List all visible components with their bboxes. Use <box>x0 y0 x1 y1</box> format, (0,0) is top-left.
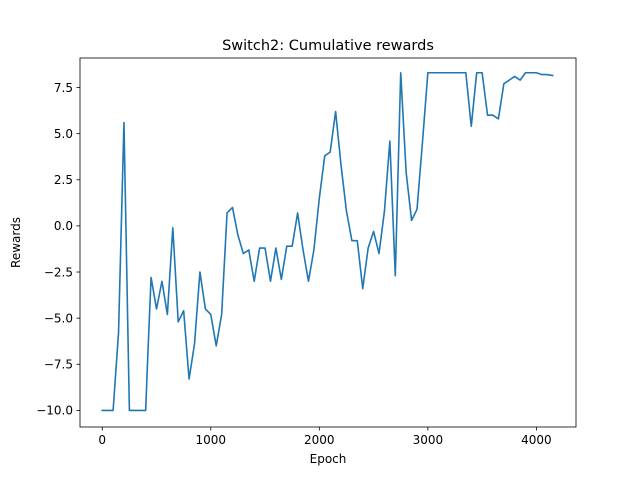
series-line-0 <box>101 71 554 412</box>
plot-area <box>101 71 554 412</box>
x-tick-label: 2000 <box>304 433 335 447</box>
y-tick-label: 5.0 <box>54 127 73 141</box>
y-tick-label: −2.5 <box>44 265 73 279</box>
axes-frame <box>79 57 577 428</box>
chart-title: Switch2: Cumulative rewards <box>222 38 434 54</box>
y-tick-label: 7.5 <box>54 81 73 95</box>
x-tick-label: 4000 <box>521 433 552 447</box>
x-tick-label: 3000 <box>413 433 444 447</box>
x-axis-ticks: 0 1000 2000 3000 4000 <box>98 427 552 447</box>
y-axis-label: Rewards <box>9 217 23 268</box>
y-tick-label: 0.0 <box>54 219 73 233</box>
y-axis-ticks: −10.0 −7.5 −5.0 −2.5 0.0 2.5 5.0 7.5 <box>36 81 80 418</box>
x-tick-label: 0 <box>98 433 106 447</box>
y-tick-label: −10.0 <box>36 404 73 418</box>
x-axis-label: Epoch <box>310 452 347 466</box>
y-tick-label: −5.0 <box>44 311 73 325</box>
y-tick-label: −7.5 <box>44 358 73 372</box>
x-tick-label: 1000 <box>196 433 227 447</box>
y-tick-label: 2.5 <box>54 173 73 187</box>
